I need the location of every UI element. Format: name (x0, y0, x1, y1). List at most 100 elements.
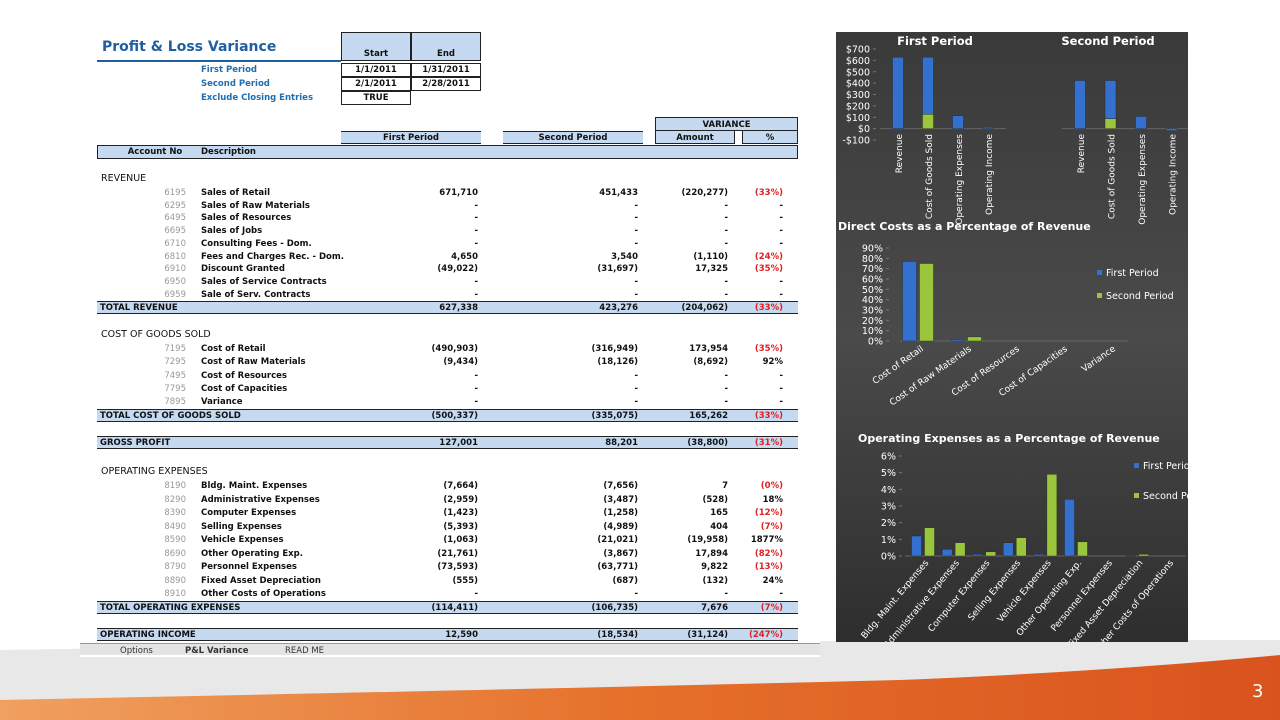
bar (1016, 537, 1027, 557)
account-no: 8590 (164, 535, 186, 545)
y-tick-label: 4% (881, 485, 896, 496)
section-heading: OPERATING EXPENSES (101, 466, 208, 477)
y-tick-label: $600 (846, 56, 870, 67)
amount: (1,063) (443, 535, 478, 545)
amount: 17,325 (695, 264, 728, 275)
sheet-title: Profit & Loss Variance (102, 39, 277, 55)
bar (902, 261, 917, 342)
amount: 17,894 (695, 548, 728, 559)
amount: (1,423) (443, 508, 478, 518)
amount: (5,393) (443, 521, 478, 532)
amount: (18,126) (597, 357, 638, 368)
legend-label: First Period (1143, 461, 1188, 472)
sheet-tab: P&L Variance (185, 646, 249, 656)
description: Consulting Fees - Dom. (201, 238, 312, 249)
col-header: VARIANCE (702, 120, 751, 130)
y-tick-label: 5% (881, 468, 896, 479)
bar (941, 549, 953, 557)
amount: (1,110) (693, 251, 728, 262)
legend-swatch (1097, 293, 1102, 298)
bar (1074, 80, 1086, 129)
period-header-cell (341, 32, 411, 61)
legend-swatch (1134, 463, 1139, 468)
y-tick-label: 6% (881, 452, 896, 463)
amount: - (724, 238, 728, 249)
amount: (31,697) (597, 264, 638, 275)
amount: (49,022) (437, 264, 478, 275)
account-no: 8890 (164, 575, 186, 586)
total-band (97, 600, 798, 614)
exclude-value: TRUE (363, 93, 389, 103)
period-header: Start (363, 49, 389, 59)
y-tick-label: 90% (862, 244, 883, 255)
y-tick-label: $700 (846, 45, 870, 56)
amount: (687) (612, 575, 638, 586)
account-no: 7895 (164, 397, 186, 408)
total-label: TOTAL REVENUE (100, 303, 178, 314)
description: Sales of Raw Materials (201, 200, 310, 211)
description: Selling Expenses (201, 521, 282, 532)
account-no: 8790 (164, 562, 186, 572)
x-tick-label: Operating Income (1169, 134, 1179, 215)
amount: - (634, 200, 638, 211)
pct: (82%) (754, 548, 783, 559)
amount: (9,434) (443, 357, 478, 368)
amount: - (724, 397, 728, 408)
description: Personnel Expenses (201, 562, 297, 572)
amount: - (474, 276, 478, 287)
account-no: 6195 (164, 188, 186, 198)
col-header-cell (655, 131, 735, 144)
bar (1077, 541, 1088, 557)
pct: 18% (762, 494, 783, 505)
amount: - (634, 276, 638, 287)
y-tick-label: $300 (846, 90, 870, 101)
account-no: 7795 (164, 383, 186, 394)
description: Sales of Jobs (201, 226, 263, 237)
y-tick-label: 0% (881, 552, 896, 563)
orange-wave (0, 655, 1280, 720)
amount: - (724, 589, 728, 599)
bar (1064, 499, 1075, 557)
amount: (132) (702, 575, 728, 586)
amount: - (474, 238, 478, 249)
total-amount: 12,590 (445, 630, 478, 640)
bar (922, 57, 934, 115)
tab-bar (80, 643, 820, 655)
bar (950, 339, 965, 342)
total-label: TOTAL COST OF GOODS SOLD (100, 410, 241, 421)
bar (922, 113, 934, 129)
x-tick-label: Revenue (895, 134, 905, 174)
pct: - (779, 200, 783, 211)
bar (952, 115, 964, 129)
y-tick-label: 60% (862, 275, 883, 286)
amount: - (724, 226, 728, 237)
amount: - (634, 383, 638, 394)
total-band (97, 436, 798, 449)
y-tick-label: 1% (881, 535, 896, 546)
period-start: 1/1/2011 (355, 65, 397, 75)
total-amount: 423,276 (599, 303, 638, 314)
x-tick-label: Operating Income (985, 134, 995, 215)
account-no: 8390 (164, 508, 186, 518)
description: Other Costs of Operations (201, 589, 326, 599)
total-pct: (31%) (754, 438, 783, 448)
account-no: 6710 (164, 238, 186, 249)
total-amount: (335,075) (591, 410, 638, 421)
panel-bg (836, 32, 1188, 642)
account-no: 7495 (164, 370, 186, 381)
description: Vehicle Expenses (201, 535, 284, 545)
description: Sales of Service Contracts (201, 276, 327, 287)
bar (892, 57, 904, 129)
pct: (12%) (754, 508, 783, 518)
amount: - (724, 200, 728, 211)
period-end: 1/31/2011 (422, 65, 470, 75)
col-header: Second Period (538, 133, 608, 143)
amount: - (474, 370, 478, 381)
total-amount: (18,534) (597, 630, 638, 640)
total-amount: (204,062) (681, 303, 728, 314)
exclude-cell (341, 91, 411, 105)
description: Cost of Retail (201, 344, 266, 354)
bar (1033, 554, 1045, 557)
